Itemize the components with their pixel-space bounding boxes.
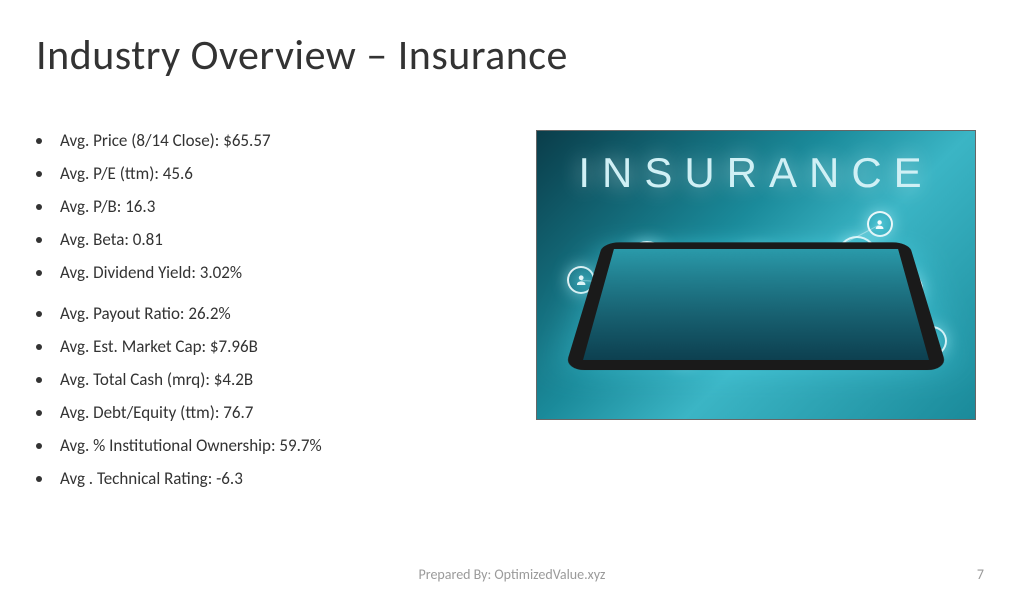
tablet-graphic <box>564 242 947 370</box>
bullet-item: Avg. Payout Ratio: 26.2% <box>36 303 516 324</box>
bullet-dot-icon <box>36 311 42 317</box>
bullet-text: Avg. Beta: 0.81 <box>60 229 163 250</box>
bullet-text: Avg. Est. Market Cap: $7.96B <box>60 336 258 357</box>
page-number: 7 <box>977 566 984 583</box>
bullet-text: Avg. Price (8/14 Close): $65.57 <box>60 130 271 151</box>
bullet-content: Avg. Price (8/14 Close): $65.57 Avg. P/E … <box>36 130 516 509</box>
bullet-item: Avg. Dividend Yield: 3.02% <box>36 262 516 283</box>
footer-prepared-by: Prepared By: OptimizedValue.xyz <box>419 566 606 583</box>
bullet-dot-icon <box>36 476 42 482</box>
bullet-group-2: Avg. Payout Ratio: 26.2% Avg. Est. Market… <box>36 303 516 489</box>
slide-footer: Prepared By: OptimizedValue.xyz 7 <box>0 566 1024 583</box>
bullet-text: Avg. Dividend Yield: 3.02% <box>60 262 242 283</box>
bullet-text: Avg. Debt/Equity (ttm): 76.7 <box>60 402 253 423</box>
bullet-item: Avg. Debt/Equity (ttm): 76.7 <box>36 402 516 423</box>
bullet-dot-icon <box>36 410 42 416</box>
bullet-item: Avg. P/E (ttm): 45.6 <box>36 163 516 184</box>
bullet-item: Avg. Beta: 0.81 <box>36 229 516 250</box>
slide-title: Industry Overview – Insurance <box>36 30 568 81</box>
bullet-text: Avg. Payout Ratio: 26.2% <box>60 303 231 324</box>
bullet-dot-icon <box>36 237 42 243</box>
bullet-item: Avg. Total Cash (mrq): $4.2B <box>36 369 516 390</box>
person-icon <box>574 273 588 287</box>
tablet-screen <box>583 249 929 360</box>
bullet-dot-icon <box>36 171 42 177</box>
insurance-graphic: INSURANCE <box>536 130 976 420</box>
bullet-text: Avg . Technical Rating: -6.3 <box>60 468 243 489</box>
person-icon <box>873 217 886 230</box>
bullet-group-1: Avg. Price (8/14 Close): $65.57 Avg. P/E … <box>36 130 516 283</box>
bullet-text: Avg. P/E (ttm): 45.6 <box>60 163 193 184</box>
bullet-dot-icon <box>36 443 42 449</box>
bullet-item: Avg. P/B: 16.3 <box>36 196 516 217</box>
network-node <box>867 211 893 237</box>
bullet-item: Avg. Price (8/14 Close): $65.57 <box>36 130 516 151</box>
bullet-dot-icon <box>36 138 42 144</box>
bullet-dot-icon <box>36 204 42 210</box>
bullet-text: Avg. P/B: 16.3 <box>60 196 155 217</box>
bullet-text: Avg. Total Cash (mrq): $4.2B <box>60 369 253 390</box>
insurance-label: INSURANCE <box>578 149 933 197</box>
bullet-dot-icon <box>36 344 42 350</box>
bullet-text: Avg. % Institutional Ownership: 59.7% <box>60 435 322 456</box>
bullet-item: Avg . Technical Rating: -6.3 <box>36 468 516 489</box>
bullet-item: Avg. Est. Market Cap: $7.96B <box>36 336 516 357</box>
bullet-dot-icon <box>36 270 42 276</box>
bullet-item: Avg. % Institutional Ownership: 59.7% <box>36 435 516 456</box>
bullet-dot-icon <box>36 377 42 383</box>
